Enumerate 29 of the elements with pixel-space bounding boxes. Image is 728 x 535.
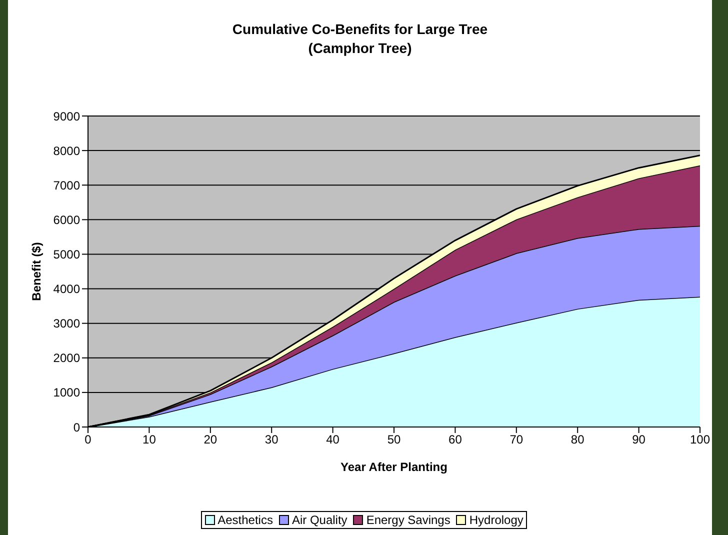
x-tick-label: 50 bbox=[387, 432, 401, 447]
x-tick-label: 90 bbox=[632, 432, 646, 447]
x-tick-label: 20 bbox=[204, 432, 218, 447]
legend-label: Aesthetics bbox=[216, 513, 273, 527]
x-tick-label: 60 bbox=[448, 432, 462, 447]
x-tick-label: 80 bbox=[570, 432, 585, 447]
y-tick-label: 7000 bbox=[53, 178, 80, 192]
y-tick-label: 5000 bbox=[53, 247, 80, 262]
x-tick-label: 30 bbox=[264, 432, 279, 447]
legend-label: Energy Savings bbox=[365, 513, 450, 527]
y-tick-label: 9000 bbox=[53, 109, 80, 124]
x-axis-title: Year After Planting bbox=[340, 460, 448, 474]
chart-title: Cumulative Co-Benefits for Large Tree bbox=[231, 20, 489, 39]
y-tick-label: 4000 bbox=[53, 282, 80, 296]
y-tick-label: 0 bbox=[73, 420, 80, 434]
legend-label: Air Quality bbox=[290, 513, 348, 527]
y-axis-title: Benefit ($) bbox=[29, 242, 44, 301]
y-tick-label: 2000 bbox=[53, 351, 80, 366]
y-tick-label: 8000 bbox=[53, 144, 80, 158]
x-tick-label: 100 bbox=[690, 432, 710, 447]
chart-subtitle: (Camphor Tree) bbox=[307, 39, 413, 58]
legend-label: Hydrology bbox=[468, 513, 524, 527]
x-tick-label: 70 bbox=[510, 432, 524, 447]
y-tick-label: 1000 bbox=[53, 386, 80, 400]
x-tick-label: 40 bbox=[326, 432, 340, 447]
y-tick-label: 6000 bbox=[53, 212, 80, 227]
y-tick-label: 3000 bbox=[53, 316, 80, 331]
x-tick-label: 0 bbox=[84, 432, 92, 447]
x-tick-label: 10 bbox=[142, 432, 156, 447]
